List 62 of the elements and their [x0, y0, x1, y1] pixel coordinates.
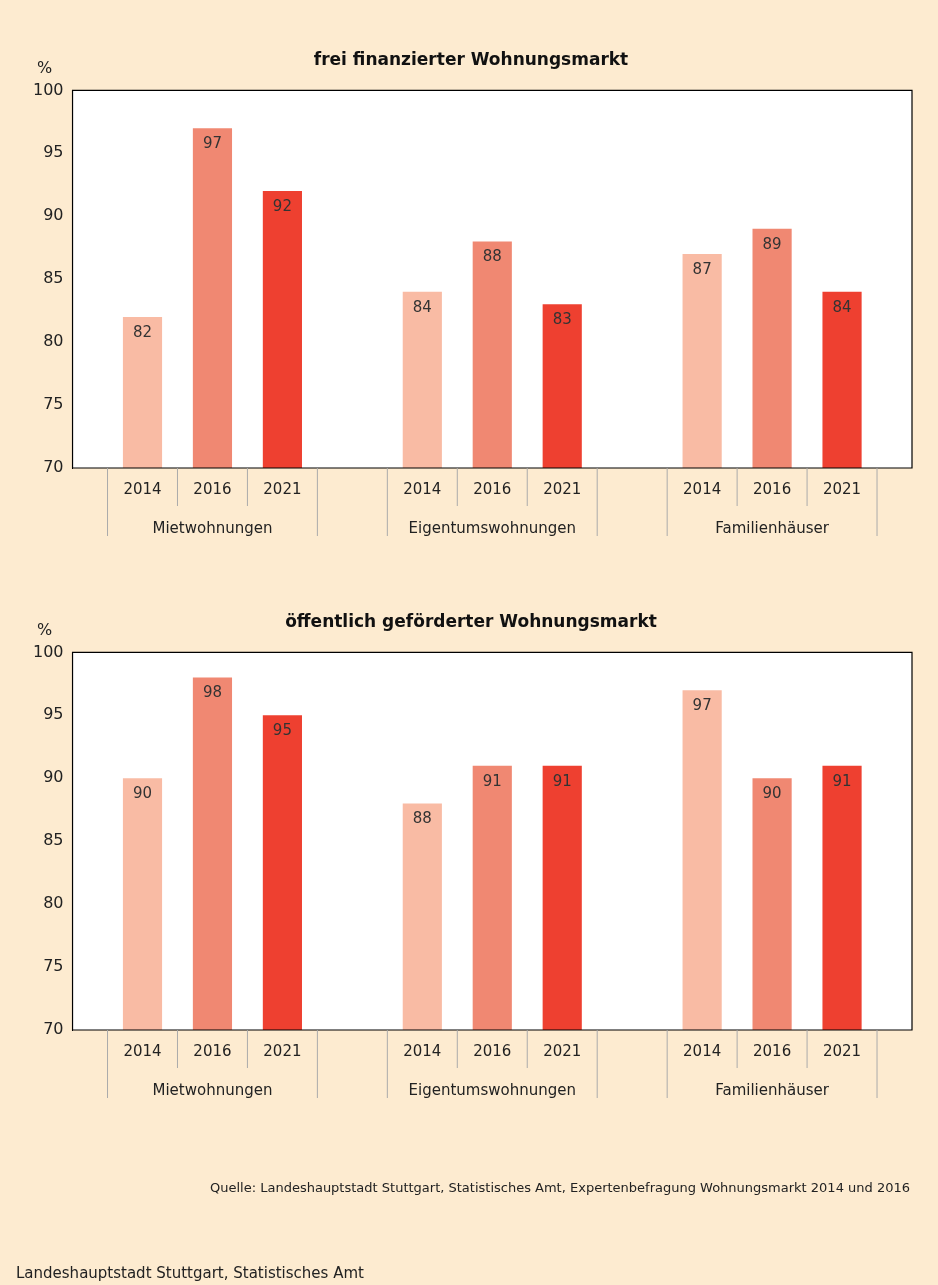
data-label: 90 — [762, 784, 782, 803]
y-tick-label: 80 — [43, 893, 64, 913]
data-label: 95 — [272, 721, 292, 740]
y-tick-label: 95 — [43, 704, 64, 724]
data-label: 84 — [412, 297, 432, 316]
text: 2021 — [263, 1041, 302, 1060]
y-tick-label: 85 — [43, 830, 64, 850]
text: 2016 — [753, 479, 792, 498]
x-tick-label: Eigentumswohnungen — [408, 1080, 576, 1099]
series-label: 2021 — [543, 1041, 582, 1060]
series-label: 2016 — [193, 1041, 232, 1060]
text: 2021 — [822, 479, 862, 498]
x-tick-label: Eigentumswohnungen — [408, 518, 576, 537]
text: 2014 — [683, 479, 722, 498]
y-tick-label: 100 — [32, 79, 64, 99]
source-note: Quelle: Landeshauptstadt Stuttgart, Statistisches Amt, Expertenbefragung Wohnungsmarkt 2014 und 2016 — [210, 1180, 910, 1195]
x-tick-label: Familienhäuser — [715, 518, 830, 537]
y-tick-label: 70 — [43, 457, 64, 477]
series-label: 2021 — [543, 479, 582, 498]
y-tick-label: 75 — [43, 394, 64, 414]
text: 2014 — [123, 1041, 162, 1060]
data-label: 90 — [132, 784, 153, 803]
text: 2016 — [753, 1041, 792, 1060]
text: 2016 — [473, 479, 512, 498]
series-label: 2014 — [403, 479, 442, 498]
y-tick-label: 80 — [43, 331, 64, 351]
y-tick-label: 85 — [43, 268, 64, 288]
x-tick-label: Familienhäuser — [715, 1080, 830, 1099]
y-axis-title: % — [36, 57, 53, 77]
chart-title: öffentlich geförderter Wohnungsmarkt — [285, 610, 657, 631]
data-label: 91 — [482, 771, 502, 790]
data-label: 91 — [832, 771, 852, 790]
series-label: 2016 — [193, 479, 232, 498]
x-tick-label: Mietwohnungen — [152, 1080, 273, 1099]
data-label: 97 — [202, 134, 222, 153]
data-label: 82 — [132, 322, 153, 341]
data-label: 98 — [202, 683, 222, 702]
y-tick-label: 90 — [43, 205, 64, 225]
text: 2021 — [263, 479, 302, 498]
data-label: 84 — [832, 297, 852, 316]
x-tick-label: Mietwohnungen — [152, 518, 273, 537]
y-tick-label: 90 — [43, 767, 64, 787]
chart-title: frei finanzierter Wohnungsmarkt — [313, 48, 629, 69]
data-label: 91 — [552, 771, 572, 790]
y-tick-label: 70 — [43, 1019, 64, 1039]
text: 2016 — [473, 1041, 512, 1060]
series-label: 2014 — [403, 1041, 442, 1060]
text: Landeshauptstadt Stuttgart, Statistisches Amt — [16, 1264, 364, 1282]
data-label: 88 — [482, 247, 502, 266]
y-axis-title: % — [36, 619, 53, 639]
data-label: 87 — [692, 259, 712, 278]
y-tick-label: 75 — [43, 956, 64, 976]
text: 2014 — [123, 479, 162, 498]
data-label: 88 — [412, 809, 432, 828]
data-label: 89 — [762, 234, 782, 253]
y-tick-label: 100 — [32, 641, 64, 661]
data-label: 97 — [692, 696, 712, 715]
text: 2014 — [683, 1041, 722, 1060]
data-label: 83 — [552, 310, 572, 329]
text: 2021 — [822, 1041, 862, 1060]
data-label: 92 — [272, 196, 292, 215]
y-tick-label: 95 — [43, 142, 64, 162]
